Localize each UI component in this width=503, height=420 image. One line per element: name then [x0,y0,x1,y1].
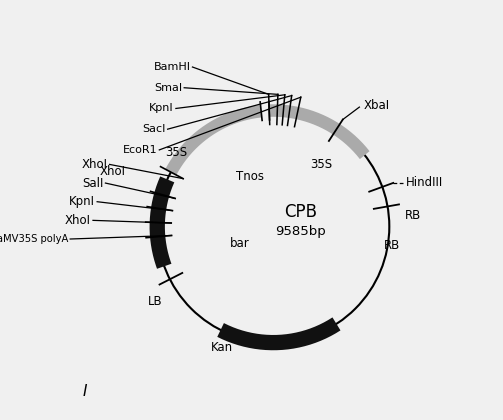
Text: RB: RB [405,209,421,222]
Text: bar: bar [230,236,249,249]
Text: SalI: SalI [82,176,103,189]
Text: RB: RB [384,239,400,252]
Text: CaMV35S polyA: CaMV35S polyA [0,234,68,244]
Text: SacI: SacI [142,124,165,134]
Text: Tnos: Tnos [235,170,264,183]
Text: 35S: 35S [165,146,187,159]
Text: Kan: Kan [210,341,232,354]
Text: SmaI: SmaI [154,83,182,93]
Text: CPB: CPB [284,203,317,221]
Text: LB: LB [148,295,162,308]
Text: XbaI: XbaI [364,100,390,112]
Text: BamHI: BamHI [153,62,190,72]
Text: 9585bp: 9585bp [275,225,325,238]
Text: XhoI: XhoI [100,165,126,178]
Text: I: I [82,383,87,399]
Text: XhoI: XhoI [65,214,91,227]
Text: EcoR1: EcoR1 [123,145,157,155]
Text: KpnI: KpnI [69,195,95,208]
Text: XhoI: XhoI [81,158,108,171]
Text: HindIII: HindIII [405,176,443,189]
Text: KpnI: KpnI [149,103,174,113]
Text: 35S: 35S [310,158,332,171]
